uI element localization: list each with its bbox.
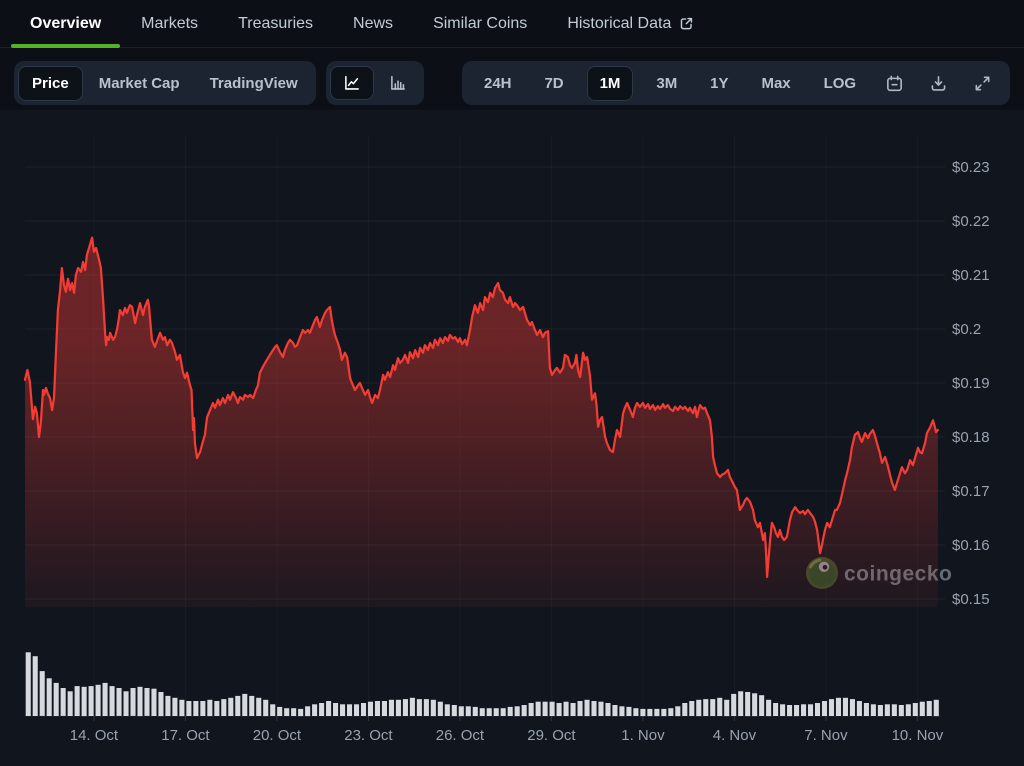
tab-news[interactable]: News	[334, 0, 412, 47]
external-link-icon	[678, 15, 695, 32]
metric-price-button[interactable]: Price	[18, 65, 83, 101]
tab-label: News	[353, 14, 394, 32]
metric-tradingview-button[interactable]: TradingView	[196, 66, 312, 101]
chart-type-bar-chart-button[interactable]	[376, 66, 420, 100]
fullscreen-icon	[973, 74, 992, 93]
tab-label: Historical Data	[567, 14, 672, 32]
price-line	[23, 236, 940, 579]
x-tick-label: 10. Nov	[892, 727, 944, 744]
y-tick-label: $0.15	[952, 591, 990, 608]
calendar-icon	[885, 74, 904, 93]
tab-treasuries[interactable]: Treasuries	[219, 0, 332, 47]
range-log-button[interactable]: LOG	[814, 66, 867, 101]
button-label: Max	[761, 74, 791, 92]
range-max-button[interactable]: Max	[751, 66, 800, 101]
button-label: 1M	[599, 74, 621, 92]
x-tick-label: 23. Oct	[344, 727, 393, 744]
button-label: LOG	[823, 74, 857, 92]
range-1y-button[interactable]: 1Y	[700, 66, 738, 101]
button-label: 1Y	[710, 74, 729, 92]
range-3m-button[interactable]: 3M	[646, 66, 687, 101]
price-chart-panel: 14. Oct 17. Oct 20. Oct 23. Oct 26. Oct 29. O…	[0, 110, 1024, 766]
range-24h-button[interactable]: 24H	[474, 66, 522, 101]
button-label: Market Cap	[98, 74, 180, 92]
tab-label: Overview	[30, 14, 102, 32]
tab-label: Markets	[141, 14, 199, 32]
x-tick-label: 14. Oct	[70, 727, 119, 744]
bar-chart-icon	[389, 74, 407, 92]
button-label: 24H	[484, 74, 512, 92]
x-tick-label: 26. Oct	[436, 727, 485, 744]
price-area-fill	[25, 237, 938, 607]
x-tick-label: 20. Oct	[253, 727, 302, 744]
y-tick-label: $0.23	[952, 159, 990, 176]
coin-page-tabs: Overview Markets Treasuries News Similar Coi…	[0, 0, 1024, 48]
tab-similar-coins[interactable]: Similar Coins	[414, 0, 546, 47]
y-tick-label: $0.2	[952, 321, 981, 338]
x-tick-label: 17. Oct	[161, 727, 210, 744]
download-button[interactable]	[923, 66, 954, 101]
chart-type-line-chart-button[interactable]	[329, 66, 374, 100]
button-label: Price	[32, 74, 69, 92]
metric-toggle-group: Price Market Cap TradingView	[14, 61, 316, 105]
x-axis: 14. Oct 17. Oct 20. Oct 23. Oct 26. Oct 29. O…	[70, 716, 944, 744]
fullscreen-button[interactable]	[967, 66, 998, 101]
range-1m-button[interactable]: 1M	[586, 65, 634, 101]
y-tick-label: $0.19	[952, 375, 990, 392]
x-tick-label: 29. Oct	[527, 727, 576, 744]
y-tick-label: $0.22	[952, 213, 990, 230]
tab-overview[interactable]: Overview	[11, 0, 121, 48]
y-tick-label: $0.17	[952, 483, 990, 500]
calendar-button[interactable]	[879, 66, 910, 101]
tab-label: Similar Coins	[433, 14, 528, 32]
range-toggle-group: 24H 7D 1M 3M 1Y Max LOG	[462, 61, 1010, 105]
range-7d-button[interactable]: 7D	[534, 66, 573, 101]
chart-toolbar: Price Market Cap TradingView 24H 7D 1M 3M 1Y Ma…	[14, 61, 1010, 105]
button-label: 3M	[656, 74, 678, 92]
tab-markets[interactable]: Markets	[122, 0, 217, 47]
button-label: 7D	[544, 74, 564, 92]
download-icon	[929, 74, 948, 93]
x-tick-label: 1. Nov	[621, 727, 665, 744]
button-label: TradingView	[209, 74, 298, 92]
x-tick-label: 7. Nov	[804, 727, 848, 744]
volume-bars	[25, 652, 939, 717]
metric-market-cap-button[interactable]: Market Cap	[85, 66, 194, 101]
tab-label: Treasuries	[238, 14, 314, 32]
tab-historical-data[interactable]: Historical Data	[548, 0, 714, 47]
y-tick-label: $0.18	[952, 429, 990, 446]
y-tick-label: $0.21	[952, 267, 990, 284]
chart-type-toggle-group	[325, 61, 424, 105]
price-chart[interactable]: 14. Oct 17. Oct 20. Oct 23. Oct 26. Oct 29. O…	[0, 110, 1024, 766]
x-tick-label: 4. Nov	[713, 727, 757, 744]
line-chart-icon	[343, 74, 361, 92]
y-tick-label: $0.16	[952, 537, 990, 554]
